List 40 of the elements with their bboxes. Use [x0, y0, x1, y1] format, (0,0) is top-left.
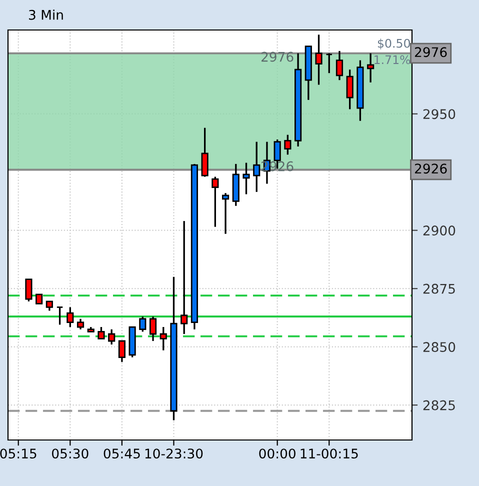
candlestick [315, 34, 322, 86]
candlestick [160, 326, 167, 352]
candlestick [25, 278, 32, 302]
annotation: 2976 [262, 52, 294, 62]
candlestick [180, 220, 188, 335]
x-tick-label: 05:45 [104, 448, 140, 459]
candlestick [336, 50, 344, 81]
ref-line-label: 2976 [414, 47, 447, 58]
candlestick [56, 306, 64, 326]
candlestick [367, 52, 374, 84]
y-tick-label: 2850 [423, 342, 456, 352]
candlestick [118, 340, 126, 363]
x-tick-label: 10-23:30 [145, 448, 203, 459]
candlestick [346, 68, 354, 110]
candlestick [149, 316, 157, 342]
candlestick [139, 316, 146, 333]
candlestick [66, 306, 74, 328]
candlestick [98, 326, 105, 340]
candlestick [284, 134, 292, 156]
y-tick-label: 2900 [423, 226, 456, 236]
candlestick [222, 192, 230, 235]
y-tick-label: 2825 [423, 400, 455, 410]
x-tick-label: 11-00:15 [300, 448, 358, 459]
x-tick-label: 05:15 [0, 448, 36, 459]
candlestick [242, 162, 250, 196]
candlestick [212, 176, 219, 228]
candlestick [201, 127, 208, 178]
x-tick-label: 05:30 [52, 448, 88, 459]
candlestick [326, 52, 333, 74]
candlestick [108, 328, 116, 346]
candlestick [46, 300, 53, 312]
x-tick-label: 00:00 [259, 448, 296, 459]
candlestick [253, 140, 260, 193]
chart-title: 3 Min [29, 10, 63, 20]
ref-line-label: 2926 [414, 164, 447, 174]
y-tick-label: 2875 [423, 284, 455, 294]
y-tick-label: 2950 [423, 109, 456, 120]
text: $0.50 [378, 38, 410, 50]
candlestick [76, 318, 84, 330]
candlestick [36, 294, 43, 304]
